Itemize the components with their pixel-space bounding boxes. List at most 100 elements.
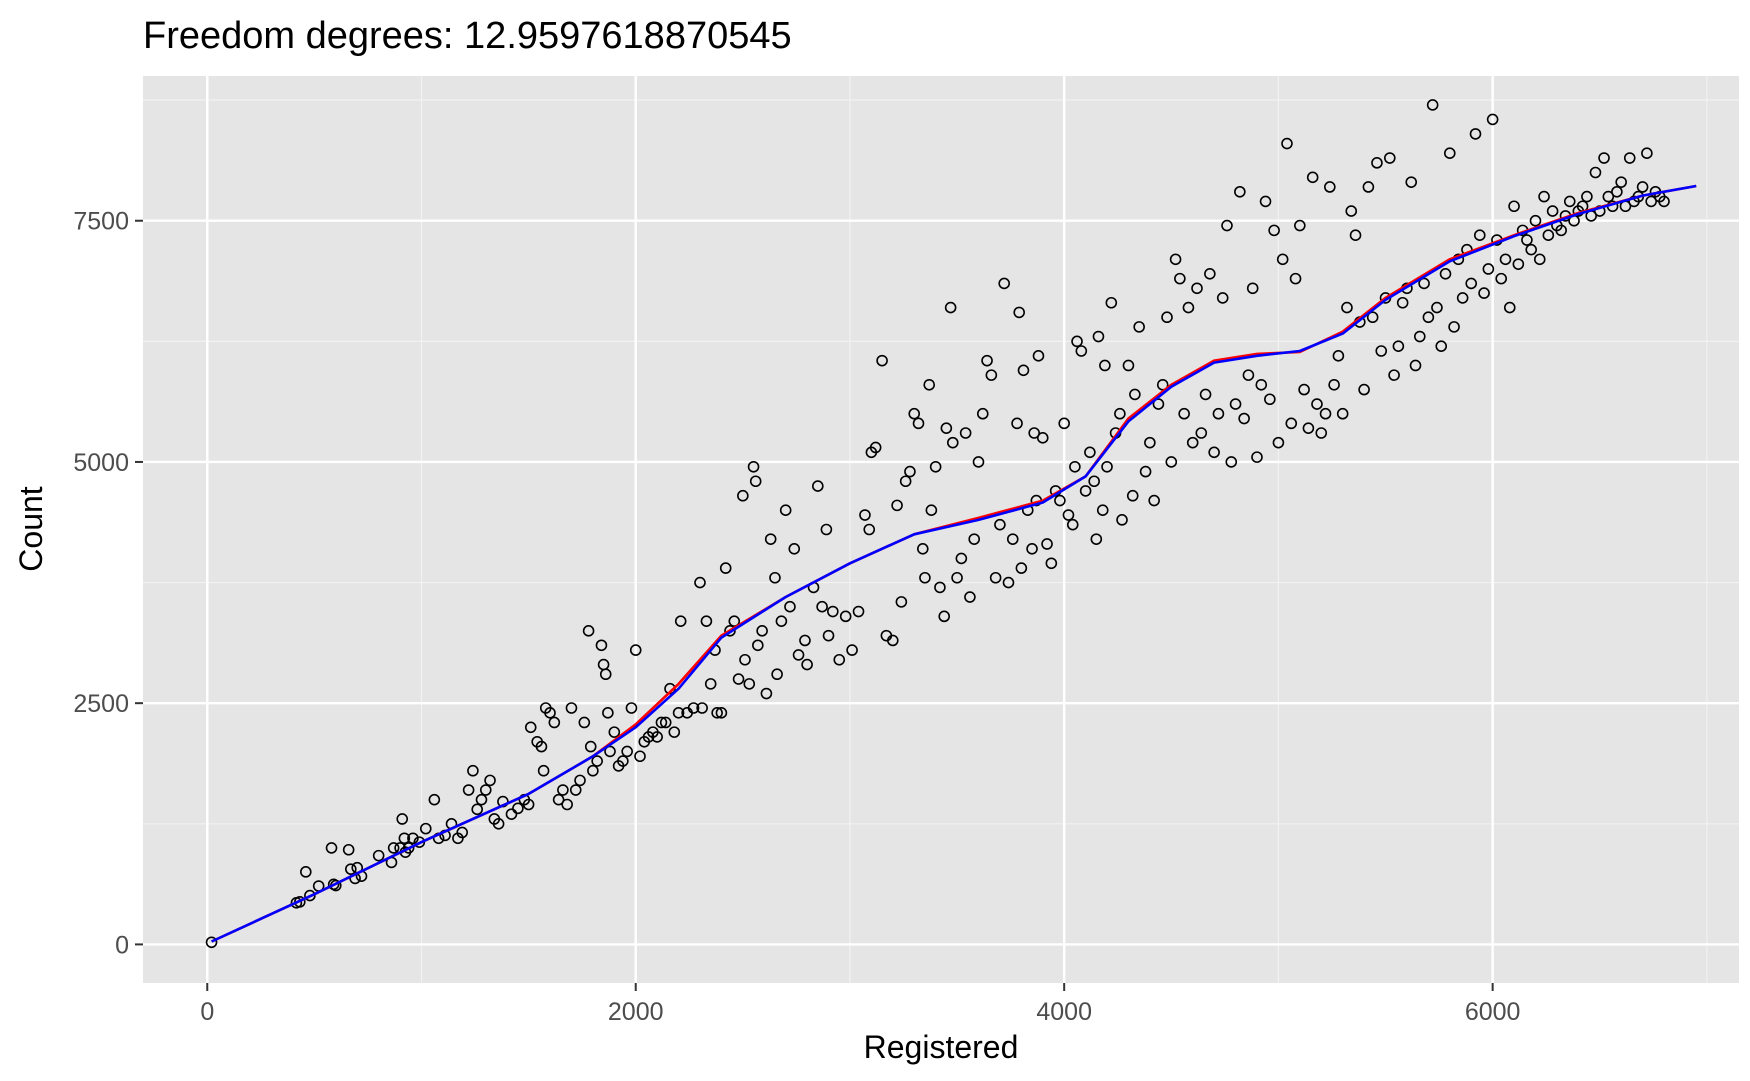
scatter-point: [591, 755, 603, 767]
scatter-point: [1017, 364, 1030, 377]
scatter-point: [715, 707, 728, 719]
scatter-point: [419, 822, 432, 835]
scatter-point: [752, 639, 764, 652]
scatter-point: [940, 422, 953, 434]
scatter-point: [1285, 417, 1298, 430]
scatter-point: [1422, 311, 1435, 324]
scatter-point: [724, 625, 736, 637]
scatter-point: [578, 716, 591, 729]
scatter-point: [891, 499, 903, 512]
scatter-point: [557, 784, 569, 796]
scatter-point: [1538, 190, 1550, 203]
scatter-point: [1555, 224, 1567, 237]
fit-lines: [211, 184, 1697, 943]
scatter-point: [1426, 99, 1439, 111]
scatter-point: [1521, 234, 1533, 246]
scatter-point: [1392, 340, 1405, 352]
scatter-point: [1414, 330, 1426, 343]
scatter-point: [522, 798, 535, 811]
scatter-point: [1251, 451, 1263, 463]
scatter-point: [1581, 190, 1593, 203]
scatter-point: [1002, 576, 1015, 589]
scatter-point: [1495, 272, 1508, 285]
scatter-point: [1054, 494, 1066, 507]
scatter-point: [1324, 181, 1336, 193]
scatter-point: [1234, 185, 1246, 198]
scatter-point: [634, 750, 646, 763]
x-tick-label: 4000: [1036, 998, 1092, 1026]
scatter-point: [799, 634, 811, 647]
scatter-point: [535, 740, 548, 753]
scatter-point: [1015, 562, 1028, 574]
scatter-point: [1328, 378, 1340, 391]
scatter-point: [812, 480, 824, 492]
scatter-point: [989, 571, 1002, 584]
scatter-point: [1396, 296, 1409, 309]
scatter-point: [822, 629, 835, 642]
scatter-point: [1075, 345, 1088, 357]
scatter-point: [801, 658, 813, 671]
scatter-point: [304, 889, 316, 902]
scatter-point: [325, 842, 338, 854]
scatter-point: [908, 407, 921, 420]
scatter-point: [1435, 340, 1448, 352]
scatter-point: [1499, 253, 1512, 266]
scatter-point: [923, 378, 936, 391]
scatter-point: [1546, 205, 1559, 217]
scatter-point: [505, 808, 518, 820]
scatter-point: [737, 489, 749, 502]
scatter-point: [1195, 427, 1208, 439]
scatter-point: [1006, 533, 1019, 545]
scatter-point: [1084, 446, 1096, 459]
scatter-point: [1032, 350, 1045, 362]
scatter-point: [846, 644, 858, 656]
scatter-point: [852, 605, 865, 618]
scatter-point: [1529, 214, 1542, 227]
scatter-point: [1092, 330, 1105, 343]
scatter-point: [659, 716, 672, 729]
scatter-point: [1259, 195, 1272, 208]
scatter-point: [1161, 311, 1173, 324]
x-tick-label: 6000: [1465, 998, 1521, 1026]
scatter-point: [1512, 258, 1525, 270]
scatter-point: [1525, 243, 1537, 256]
scatter-point: [1066, 518, 1079, 531]
y-tick-label: 0: [115, 931, 129, 959]
scatter-point: [859, 509, 871, 521]
scatter-point: [998, 277, 1010, 290]
scatter-point: [951, 571, 963, 584]
scatter-point: [1358, 383, 1370, 396]
scatter-point: [621, 745, 633, 758]
scatter-point: [345, 863, 357, 875]
scatter-point: [512, 802, 524, 815]
scatter-point: [1088, 475, 1100, 488]
scatter-point: [1615, 176, 1627, 188]
scatter-point: [1388, 369, 1400, 381]
scatter-point: [1371, 157, 1383, 169]
scatter-point: [1508, 200, 1520, 213]
scatter-point: [760, 687, 773, 700]
scatter-point: [912, 417, 925, 430]
scatter-point: [1242, 369, 1255, 381]
scatter-point: [1306, 171, 1319, 184]
scatter-point: [1636, 181, 1649, 193]
scatter-point: [587, 764, 599, 777]
scatter-point: [1465, 277, 1478, 290]
scatter-point: [938, 610, 951, 623]
scatter-point: [1482, 263, 1495, 275]
scatter-point: [584, 740, 597, 753]
scatter-point: [994, 518, 1006, 531]
scatter-point: [342, 843, 355, 856]
scatter-point: [651, 731, 663, 743]
scatter-point: [1589, 166, 1602, 179]
scatter-point: [946, 436, 959, 449]
scatter-point: [608, 726, 621, 738]
scatter-point: [1148, 494, 1160, 507]
scatter-point: [784, 600, 796, 613]
scatter-point: [617, 755, 629, 767]
scatter-point: [674, 615, 687, 627]
scatter-point: [602, 707, 614, 719]
scatter-point: [205, 936, 218, 949]
scatter-point: [1096, 504, 1109, 517]
